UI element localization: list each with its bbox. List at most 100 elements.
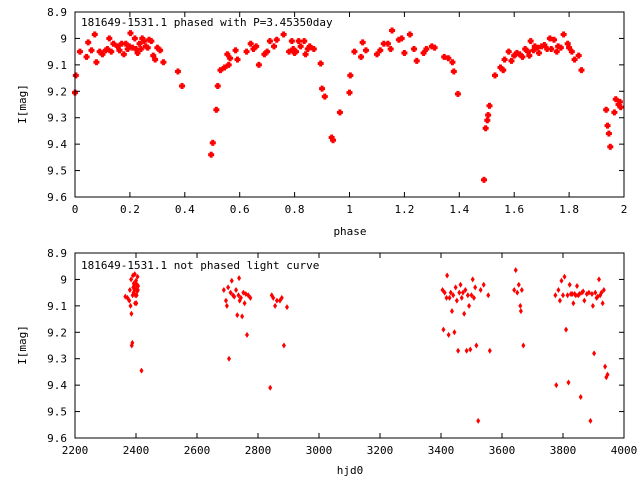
y-tick-label: 9.6: [47, 432, 67, 445]
data-point: [607, 143, 614, 150]
data-point: [457, 289, 462, 296]
data-point: [484, 117, 491, 124]
data-point: [423, 46, 430, 52]
data-point: [217, 67, 224, 74]
data-point-v: [422, 49, 426, 56]
data-point: [612, 96, 619, 103]
data-point: [99, 51, 106, 58]
data-point-v: [251, 46, 255, 52]
data-point: [553, 48, 560, 55]
data-point: [284, 304, 289, 311]
data-point-v: [484, 125, 488, 132]
data-point: [420, 49, 427, 56]
data-point: [561, 292, 565, 299]
data-point-v: [614, 96, 618, 103]
data-point: [141, 38, 148, 45]
data-point: [593, 289, 598, 296]
data-point-v: [275, 36, 279, 43]
data-point-v: [570, 48, 574, 55]
data-point-v: [105, 46, 109, 52]
data-point-v: [116, 43, 120, 50]
data-point-v: [604, 106, 608, 113]
x-tick-label: 2400: [123, 444, 150, 457]
data-point-v: [257, 61, 261, 68]
data-point: [505, 48, 512, 55]
top-panel: 0 0.2 0.4 0.6 0.8 1 1.2 1.4 1.6 1.8 2 8.9 9 9.1 9.2 9.3…: [16, 6, 627, 238]
data-point: [449, 308, 454, 315]
data-point: [297, 43, 304, 50]
data-point: [137, 46, 144, 52]
data-point: [268, 384, 273, 391]
data-point: [454, 90, 461, 97]
data-point: [213, 106, 220, 113]
data-point-v: [86, 39, 90, 46]
data-point: [253, 43, 260, 50]
data-point: [223, 297, 228, 304]
data-point: [174, 68, 181, 75]
data-point: [526, 52, 533, 59]
data-point: [444, 294, 449, 301]
data-point-v: [209, 151, 213, 158]
data-point: [131, 35, 138, 42]
data-point: [226, 284, 231, 291]
data-point-v: [536, 44, 540, 51]
data-point: [238, 294, 243, 301]
data-point: [358, 53, 365, 60]
data-point: [567, 281, 572, 288]
data-point: [288, 38, 295, 45]
data-point-v: [227, 61, 231, 68]
data-point: [384, 40, 391, 47]
data-point-v: [498, 64, 502, 71]
x-tick-label: 2600: [184, 444, 211, 457]
x-tick-label: 0.8: [285, 203, 305, 216]
data-point-v: [555, 48, 559, 55]
x-tick-label: 2800: [245, 444, 272, 457]
data-point: [264, 48, 271, 55]
data-point: [527, 38, 534, 45]
y-tick-label: 9.3: [47, 353, 67, 366]
data-point: [590, 302, 595, 309]
data-point: [286, 48, 293, 55]
data-point: [380, 40, 387, 47]
data-point: [232, 47, 239, 54]
data-point: [306, 43, 313, 50]
data-point-v: [134, 46, 138, 52]
data-point: [518, 302, 523, 309]
data-point-v: [382, 40, 386, 47]
data-point: [351, 48, 358, 55]
data-point: [271, 43, 278, 50]
data-point: [292, 48, 299, 55]
data-point-v: [109, 48, 113, 55]
x-tick-label: 2: [621, 203, 628, 216]
data-point: [228, 289, 233, 296]
data-point: [465, 292, 470, 299]
data-point: [280, 31, 287, 38]
data-point: [452, 329, 457, 336]
data-point-v: [452, 68, 456, 75]
data-point-v: [140, 35, 144, 42]
data-point: [132, 281, 137, 288]
data-point: [72, 72, 79, 79]
bottom-panel: 2200 2400 2600 2800 3000 3200 3400 3600 3800 4000…: [16, 247, 637, 477]
data-point: [150, 52, 157, 59]
data-point-v: [526, 48, 530, 55]
data-point-v: [297, 38, 301, 45]
data-point-v: [158, 47, 162, 54]
data-point: [136, 283, 141, 290]
data-point-v: [424, 46, 428, 52]
data-point: [124, 46, 131, 52]
data-point: [317, 60, 324, 67]
data-point: [463, 287, 468, 293]
data-point: [134, 300, 139, 307]
data-point: [522, 46, 529, 52]
data-point-v: [149, 38, 153, 45]
data-point: [557, 297, 562, 304]
data-point-v: [306, 46, 310, 52]
data-point: [336, 109, 343, 116]
data-point: [441, 326, 446, 333]
data-point-v: [331, 137, 335, 144]
y-tick-label: 9.6: [47, 191, 67, 204]
data-point: [127, 297, 132, 304]
data-point-v: [117, 47, 121, 54]
y-tick-label: 9.5: [47, 165, 67, 178]
